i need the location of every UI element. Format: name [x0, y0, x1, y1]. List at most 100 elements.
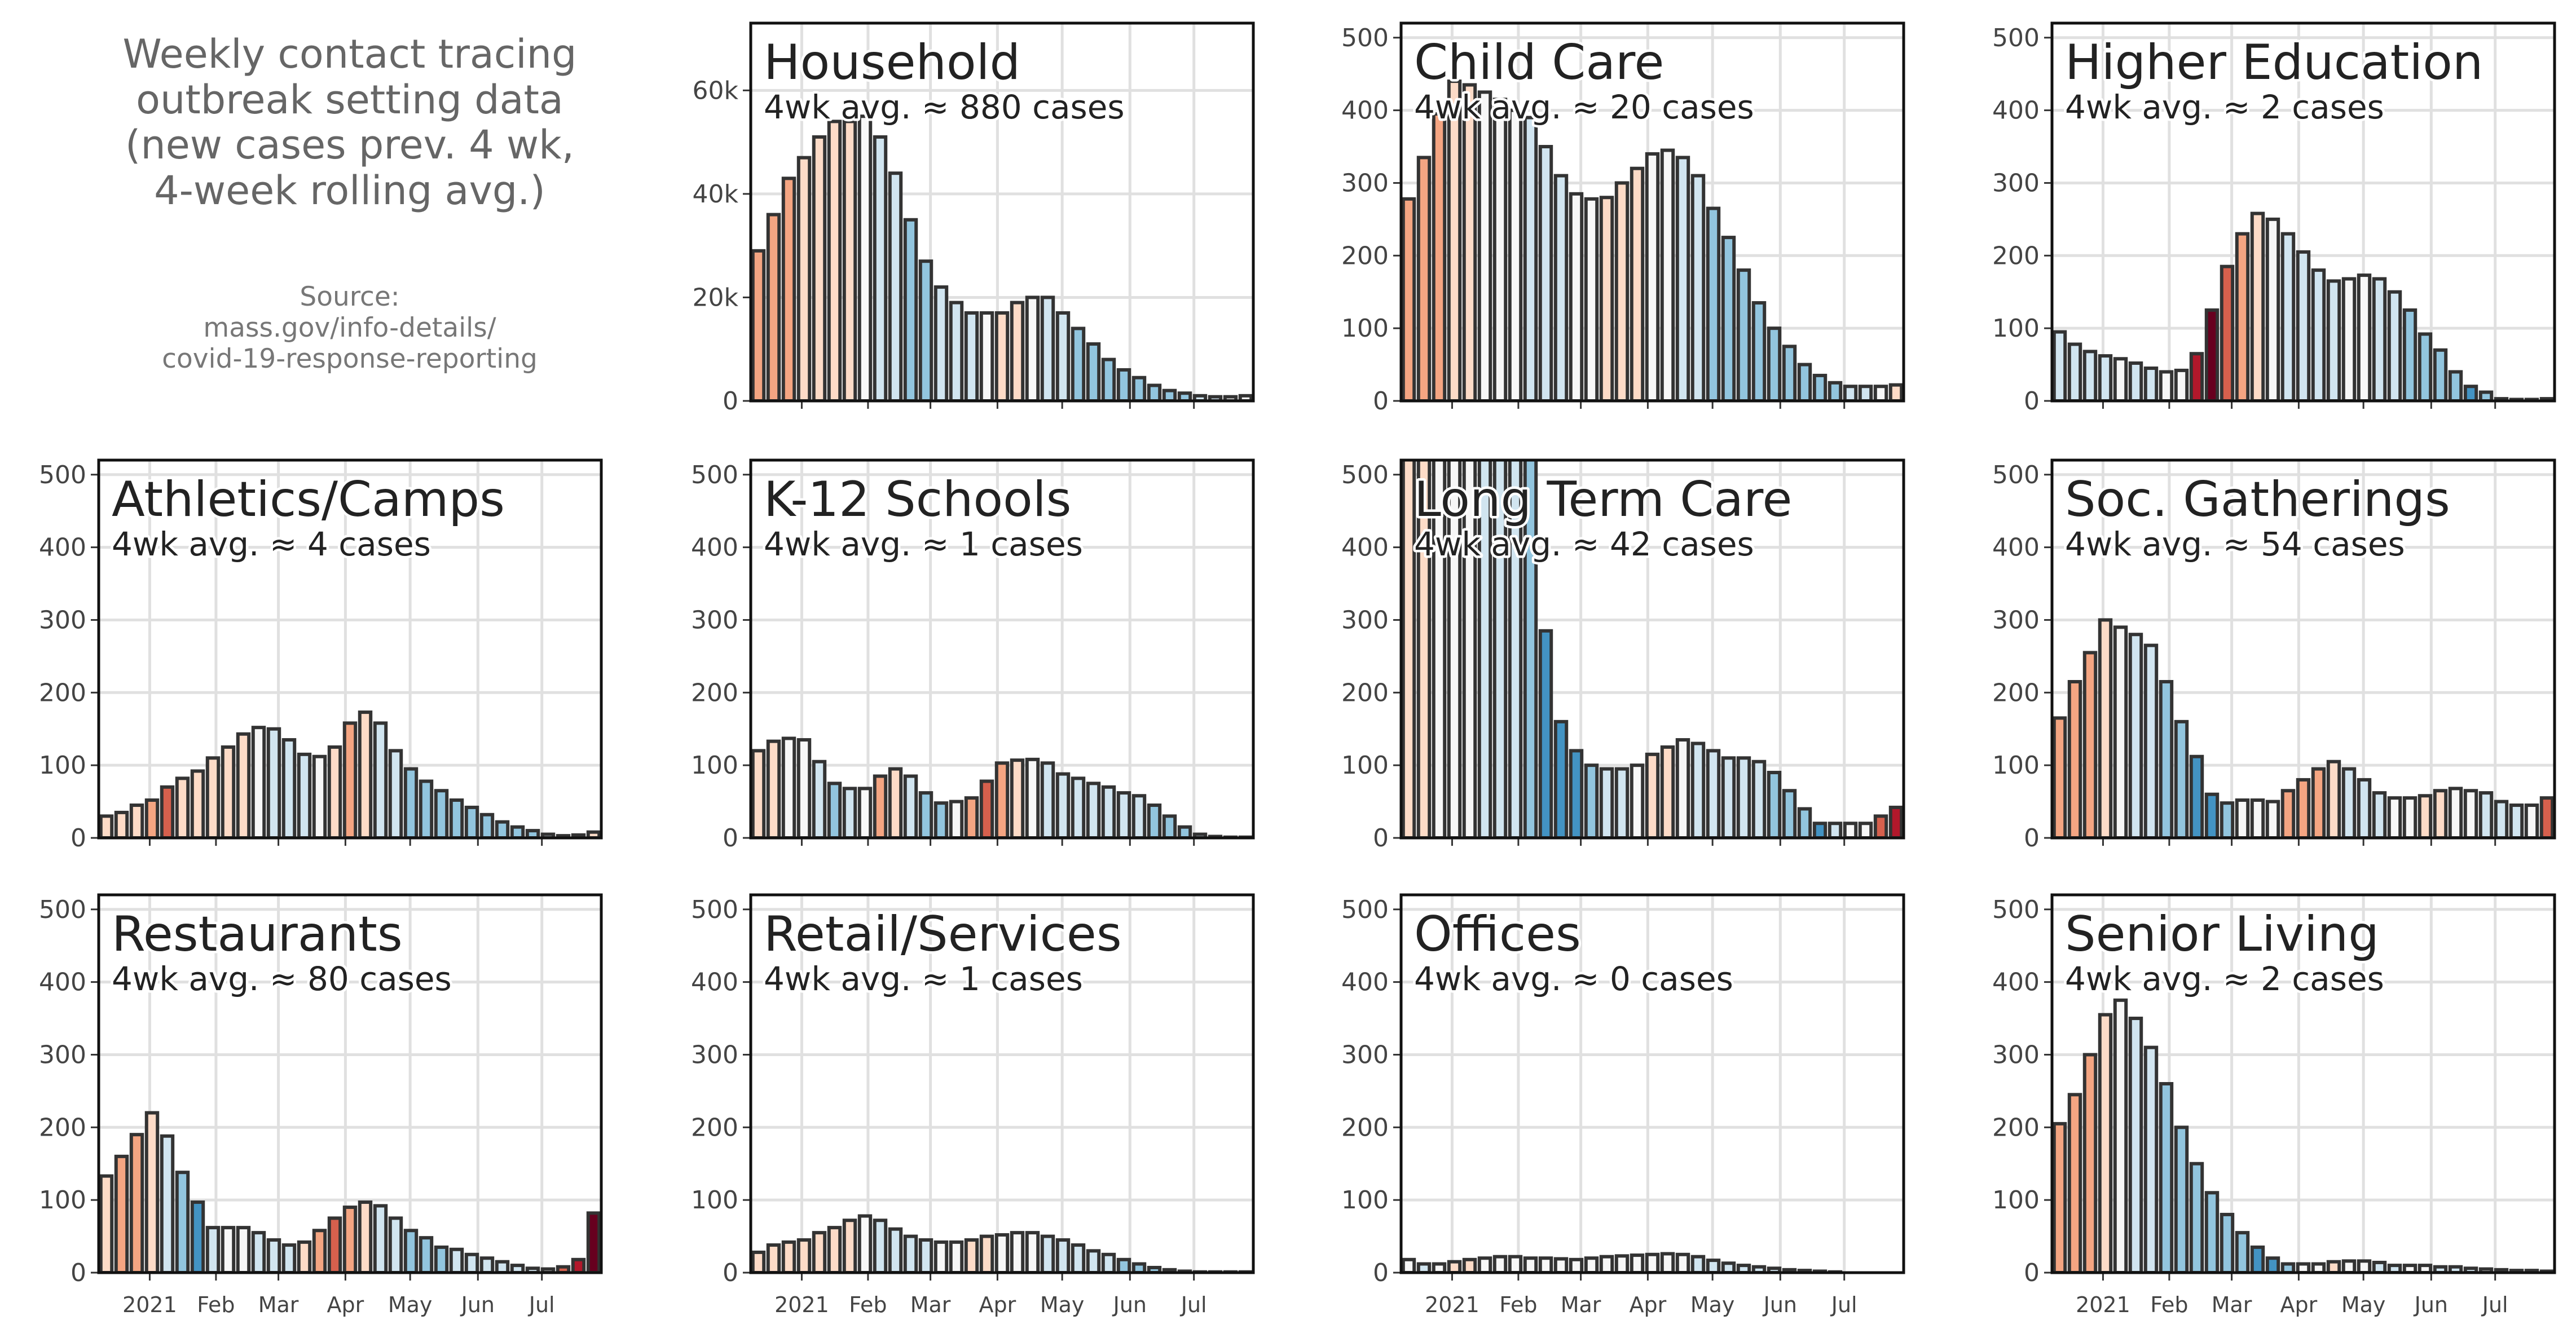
y-tick-label: 300 [691, 1040, 738, 1069]
bar [205, 756, 221, 838]
bar [2220, 801, 2235, 838]
bar [1401, 460, 1416, 838]
bar [1086, 342, 1101, 401]
bar [2204, 308, 2220, 401]
bar [2235, 1231, 2250, 1273]
bar [1416, 156, 1432, 401]
y-tick-label: 200 [1992, 678, 2040, 707]
bars [2052, 998, 2555, 1273]
bar [1447, 1260, 1462, 1273]
bar [114, 1154, 129, 1273]
bar [2113, 625, 2128, 838]
panel-subtitle: 4wk avg. ≈ 0 cases [1414, 960, 1733, 998]
x-tick-label: Feb [197, 1292, 235, 1317]
bar [2220, 1212, 2235, 1273]
y-tick-label: 400 [691, 533, 738, 562]
bar [994, 311, 1010, 401]
x-tick-label: Jul [1830, 1292, 1857, 1317]
bar [2159, 1082, 2174, 1273]
x-tick-label: Apr [979, 1292, 1016, 1317]
frame [749, 21, 1255, 403]
bar [479, 813, 495, 838]
bar [1553, 1257, 1569, 1273]
bar [144, 798, 160, 838]
y-tick-label: 300 [39, 1040, 86, 1069]
header-title: Weekly contact tracing [123, 31, 577, 77]
x-tick-label: Mar [910, 1292, 951, 1317]
bar [1630, 166, 1645, 401]
bar [2296, 250, 2311, 401]
bar [888, 1227, 903, 1273]
bar [266, 727, 281, 838]
bar [1025, 295, 1040, 401]
bar [1843, 822, 1858, 838]
bar [1614, 181, 1630, 401]
bar [979, 311, 994, 401]
y-tick-label: 0 [1373, 824, 1389, 853]
bar [857, 114, 873, 401]
bar [918, 791, 933, 838]
bars [751, 114, 1253, 401]
bar [751, 749, 766, 838]
bar [2143, 643, 2159, 838]
bar [221, 1226, 236, 1273]
bar [2265, 1256, 2280, 1273]
bar [1401, 197, 1416, 401]
bar [1660, 1252, 1675, 1273]
bar [2265, 800, 2280, 838]
bar [1767, 326, 1782, 401]
y-tick-label: 20k [693, 283, 739, 312]
y-tick-label: 60k [693, 76, 739, 105]
y-tick-label: 500 [1992, 461, 2040, 489]
y-tick-label: 100 [39, 1186, 86, 1215]
bars [1401, 1252, 1843, 1273]
bar [1492, 1255, 1508, 1273]
bar [1675, 1252, 1690, 1273]
x-tick-label: Feb [849, 1292, 887, 1317]
bar [1416, 1262, 1432, 1273]
bar [2052, 1122, 2067, 1273]
bar [1782, 789, 1797, 838]
bar [1131, 794, 1147, 838]
bar [1447, 80, 1462, 401]
x-tick-label: Mar [1561, 1292, 1601, 1317]
bar [2326, 1260, 2341, 1273]
bar [2539, 796, 2555, 838]
bar [1812, 373, 1828, 401]
y-tick-label: 400 [691, 968, 738, 997]
y-tick-label: 400 [1341, 533, 1389, 562]
y-tick-label: 100 [1341, 1186, 1389, 1215]
panel-subtitle: 4wk avg. ≈ 54 cases [2065, 525, 2405, 563]
bar [827, 782, 842, 838]
bar [949, 800, 964, 838]
bar [1055, 311, 1071, 401]
bar [994, 761, 1010, 838]
bar [1192, 832, 1208, 838]
bar [918, 259, 933, 401]
bar [327, 745, 342, 838]
bar [2174, 368, 2189, 401]
bar [1086, 1249, 1101, 1273]
bar [1131, 376, 1147, 401]
bar [1690, 1255, 1706, 1273]
y-tick-label: 100 [691, 751, 738, 780]
bar [1492, 460, 1508, 838]
bar [1523, 1256, 1538, 1273]
bar [1630, 763, 1645, 838]
bar [812, 1231, 827, 1273]
y-tick-label: 200 [1992, 241, 2040, 270]
bar [251, 726, 266, 838]
bar [1508, 460, 1523, 838]
bar [2418, 794, 2433, 838]
y-tick-label: 400 [1341, 968, 1389, 997]
bar [510, 825, 525, 838]
bar [2128, 633, 2143, 838]
frame [2050, 458, 2556, 840]
bar [2341, 767, 2357, 838]
bar [2113, 357, 2128, 401]
bar [2433, 1265, 2448, 1273]
bar [2280, 232, 2296, 401]
x-tick-label: Jul [1180, 1292, 1207, 1317]
